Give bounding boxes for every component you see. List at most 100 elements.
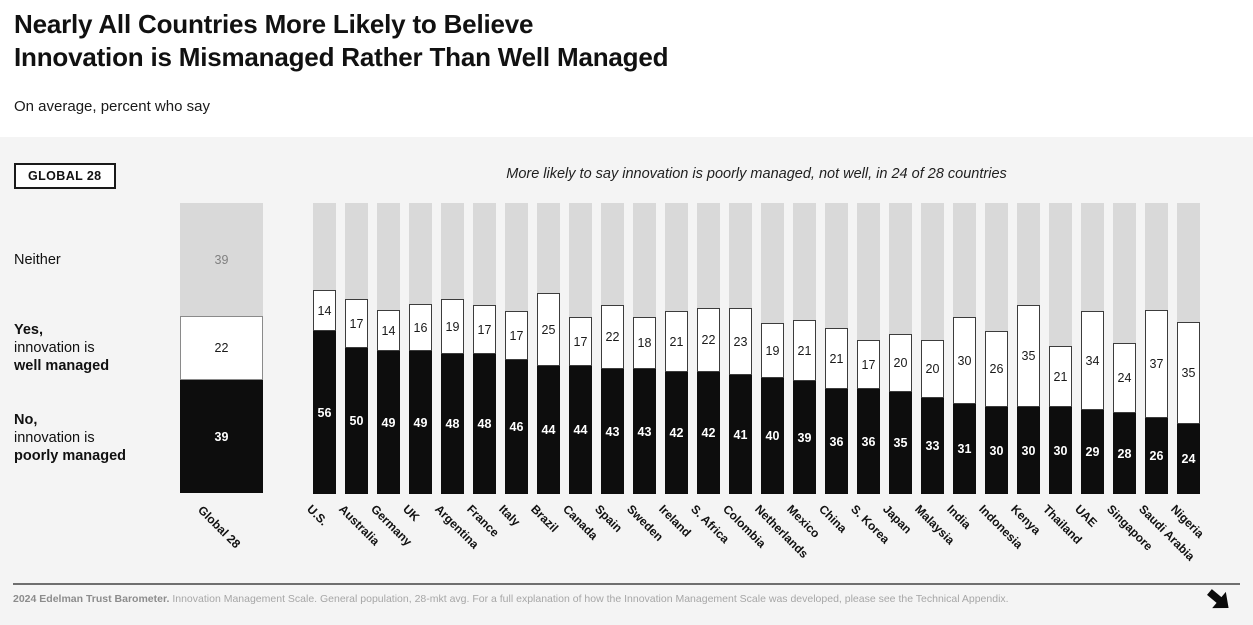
page-title-line2: Innovation is Mismanaged Rather Than Wel… <box>14 41 669 72</box>
well-segment: 21 <box>793 320 816 381</box>
poorly-segment-value: 41 <box>733 427 748 442</box>
poorly-segment: 33 <box>921 398 944 494</box>
country-bar-stack: 14 56 <box>313 290 336 494</box>
poorly-segment-value: 50 <box>349 414 364 428</box>
country-label: Brazil <box>528 502 562 536</box>
global-well-segment: 22 <box>180 316 263 380</box>
country-bar-slot: 25 44 Brazil <box>528 203 561 535</box>
well-segment-value: 30 <box>957 353 972 368</box>
well-segment: 14 <box>377 310 400 351</box>
poorly-segment: 44 <box>569 366 592 494</box>
global-poorly-segment: 39 <box>180 380 263 493</box>
global-poorly-segment-value: 39 <box>214 429 229 444</box>
well-segment-value: 21 <box>669 334 684 349</box>
country-bar-stack: 35 24 <box>1177 322 1200 494</box>
country-label: UK <box>400 502 423 525</box>
well-segment-value: 21 <box>1053 369 1068 384</box>
country-bar-slot: 17 48 France <box>464 203 502 540</box>
well-segment: 19 <box>441 299 464 354</box>
well-segment-value: 20 <box>925 362 940 376</box>
country-bar-slot: 17 36 S. Korea <box>848 203 892 546</box>
country-bar-stack: 25 44 <box>537 293 560 494</box>
poorly-segment-value: 56 <box>317 405 332 420</box>
poorly-segment-value: 49 <box>413 415 428 430</box>
poorly-segment: 30 <box>1049 407 1072 494</box>
poorly-segment: 30 <box>985 407 1008 494</box>
country-bar-slot: 23 41 Colombia <box>720 203 769 551</box>
country-bar-slot: 20 35 Japan <box>880 203 915 536</box>
poorly-segment: 49 <box>377 351 400 494</box>
well-segment-value: 17 <box>509 328 524 343</box>
legend-no-line1: No, <box>14 412 38 428</box>
country-bar-slot: 35 30 Kenya <box>1008 203 1043 537</box>
country-bar-slot: 17 46 Italy <box>496 203 528 529</box>
poorly-segment-value: 39 <box>797 430 812 445</box>
well-segment-value: 19 <box>765 343 780 358</box>
country-bar-stack: 22 43 <box>601 305 624 494</box>
well-segment: 35 <box>1017 305 1040 407</box>
country-bar-stack: 35 30 <box>1017 305 1040 494</box>
well-segment-value: 14 <box>381 323 396 338</box>
well-segment: 17 <box>857 340 880 389</box>
poorly-segment-value: 44 <box>573 423 588 437</box>
poorly-segment: 36 <box>825 389 848 494</box>
footer-source-bold: 2024 Edelman Trust Barometer. <box>13 593 170 605</box>
country-bar-stack: 17 46 <box>505 311 528 494</box>
poorly-segment: 24 <box>1177 424 1200 494</box>
well-segment: 24 <box>1113 343 1136 413</box>
well-segment-value: 19 <box>445 319 460 334</box>
legend-no-line3: poorly managed <box>14 448 126 464</box>
poorly-segment: 42 <box>665 372 688 494</box>
poorly-segment-value: 28 <box>1117 446 1132 461</box>
global-neither-segment: 39 <box>180 203 263 316</box>
country-bar-slot: 35 24 Nigeria <box>1168 203 1207 541</box>
legend-yes-line1: Yes, <box>14 322 44 338</box>
well-segment-value: 14 <box>317 303 332 318</box>
country-bar-slot: 22 43 Spain <box>592 203 625 535</box>
poorly-segment: 26 <box>1145 418 1168 494</box>
global-bar: 39 22 39 <box>180 203 263 494</box>
next-slide-arrow-icon[interactable] <box>1204 585 1238 619</box>
country-bar-slot: 14 56 U.S. <box>304 203 336 528</box>
footer-source: 2024 Edelman Trust Barometer. Innovation… <box>13 593 1113 605</box>
country-bar-stack: 21 36 <box>825 328 848 494</box>
country-bar-stack: 23 41 <box>729 308 752 494</box>
country-bar-stack: 21 39 <box>793 320 816 494</box>
well-segment: 20 <box>889 334 912 392</box>
well-segment-value: 20 <box>893 356 908 370</box>
well-segment-value: 21 <box>797 343 812 358</box>
well-segment: 23 <box>729 308 752 375</box>
country-bars: 14 56 U.S. 17 50 Australia 14 49 Germany 16 49 UK 19… <box>304 203 1207 563</box>
country-bar-slot: 21 42 Ireland <box>656 203 694 540</box>
poorly-segment: 56 <box>313 331 336 494</box>
country-bar-slot: 21 30 Thailand <box>1040 203 1085 547</box>
legend-neither-label: Neither <box>14 252 61 268</box>
legend-neither: Neither <box>14 251 61 269</box>
country-bar-stack: 21 42 <box>665 311 688 494</box>
page-subtitle: On average, percent who say <box>14 98 210 115</box>
global-28-badge: GLOBAL 28 <box>14 163 116 189</box>
poorly-segment: 49 <box>409 351 432 494</box>
poorly-segment-value: 33 <box>925 439 940 453</box>
country-bar-stack: 30 31 <box>953 317 976 494</box>
poorly-segment: 36 <box>857 389 880 494</box>
footer-source-rest: Innovation Management Scale. General pop… <box>169 593 1009 605</box>
well-segment: 21 <box>665 311 688 372</box>
country-bar-slot: 16 49 UK <box>400 203 432 524</box>
poorly-segment-value: 35 <box>893 436 908 450</box>
country-bar-stack: 19 40 <box>761 323 784 494</box>
poorly-segment-value: 42 <box>701 426 716 440</box>
poorly-segment-value: 36 <box>861 434 876 449</box>
poorly-segment-value: 48 <box>477 417 492 431</box>
country-label: India <box>944 502 974 532</box>
poorly-segment: 35 <box>889 392 912 494</box>
country-bar-stack: 26 30 <box>985 331 1008 494</box>
poorly-segment-value: 46 <box>509 420 524 434</box>
country-bar-stack: 17 50 <box>345 299 368 494</box>
country-bar-stack: 17 36 <box>857 340 880 494</box>
poorly-segment: 28 <box>1113 413 1136 494</box>
well-segment-value: 17 <box>477 322 492 337</box>
well-segment: 14 <box>313 290 336 331</box>
well-segment: 34 <box>1081 311 1104 410</box>
country-label: Italy <box>496 502 523 529</box>
